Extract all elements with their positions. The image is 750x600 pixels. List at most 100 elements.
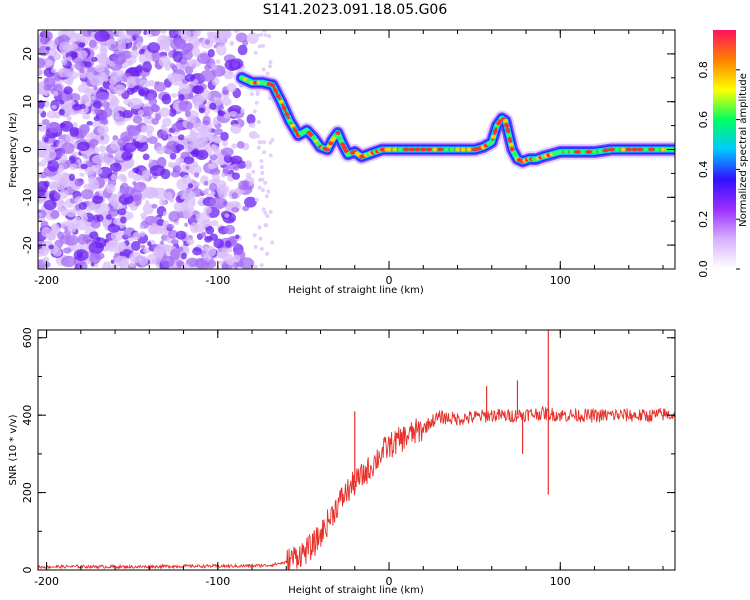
noise-blob [204, 187, 210, 192]
ridge-hotspot [637, 147, 643, 152]
noise-blob [192, 247, 203, 256]
noise-blob [38, 212, 43, 218]
noise-blob [38, 81, 45, 87]
noise-blob [43, 180, 50, 188]
noise-blob [76, 159, 81, 164]
noise-blob [224, 224, 236, 235]
noise-blob [248, 122, 256, 128]
ridge-hotspot [580, 149, 586, 154]
noise-blob [131, 240, 141, 251]
noise-blob [164, 46, 171, 53]
noise-blob [42, 256, 50, 264]
noise-dot [253, 264, 258, 269]
noise-blob [151, 50, 161, 63]
ridge-hotspot [278, 99, 284, 104]
noise-blob [92, 195, 104, 204]
noise-blob [193, 223, 206, 233]
noise-dot [253, 50, 258, 55]
noise-dot [268, 64, 273, 69]
noise-blob [99, 72, 106, 79]
ridge-hotspot [505, 128, 511, 133]
noise-blob [187, 183, 194, 189]
noise-blob [182, 208, 192, 220]
noise-blob [168, 30, 179, 39]
noise-blob [143, 30, 148, 36]
noise-blob [226, 82, 237, 93]
noise-blob [215, 59, 221, 64]
noise-blob [246, 32, 259, 45]
noise-blob [57, 231, 65, 240]
noise-blob [210, 220, 219, 226]
noise-blob [43, 199, 57, 211]
noise-blob [151, 203, 158, 209]
noise-blob [161, 244, 174, 253]
noise-blob [116, 241, 127, 251]
snr-line [38, 406, 675, 570]
noise-dot [256, 119, 261, 124]
noise-blob [210, 190, 216, 196]
noise-blob [100, 135, 105, 140]
noise-blob [43, 136, 49, 143]
spectrogram-ytick-label: -10 [21, 188, 34, 206]
spectrogram-ytick-label: 10 [21, 95, 34, 109]
noise-blob [184, 222, 188, 227]
noise-blob [108, 84, 114, 90]
spectrogram-ytick-label: 0 [21, 146, 34, 153]
noise-blob [77, 50, 88, 59]
noise-blob [114, 255, 129, 267]
noise-blob [69, 127, 80, 138]
noise-blob [219, 185, 226, 191]
noise-blob [98, 55, 110, 67]
noise-blob [158, 55, 171, 67]
noise-blob [78, 134, 85, 139]
noise-blob [132, 115, 143, 124]
noise-blob [80, 163, 88, 170]
noise-blob [59, 189, 69, 199]
spectrogram-ytick-label: -20 [21, 236, 34, 254]
noise-blob [221, 97, 232, 107]
noise-blob [77, 261, 88, 269]
ridge-hotspot [626, 147, 632, 152]
noise-blob [141, 106, 154, 116]
ridge-hotspot [507, 137, 513, 142]
noise-blob [59, 172, 71, 184]
noise-blob [202, 115, 211, 126]
snr-ytick-label: 200 [21, 482, 34, 503]
noise-blob [89, 231, 99, 240]
noise-blob [230, 155, 243, 165]
noise-blob [238, 180, 248, 191]
noise-blob [64, 234, 79, 246]
noise-dot [263, 210, 268, 215]
noise-blob [87, 176, 97, 183]
noise-blob [213, 238, 224, 249]
noise-blob [182, 174, 192, 184]
noise-dot [259, 263, 264, 268]
noise-blob [211, 144, 220, 152]
noise-blob [233, 262, 239, 269]
noise-dot [266, 189, 271, 194]
noise-blob [75, 219, 91, 231]
noise-blob [222, 166, 230, 174]
noise-blob [184, 48, 189, 55]
noise-blob [109, 162, 122, 172]
noise-blob [231, 206, 240, 213]
colorbar-tick-label: 0.0 [697, 260, 710, 278]
noise-blob [74, 61, 85, 71]
noise-blob [40, 36, 49, 45]
noise-blob [148, 97, 158, 106]
noise-blob [140, 212, 148, 219]
colorbar-gradient [713, 30, 736, 269]
noise-blob [133, 181, 147, 193]
noise-blob [92, 100, 103, 109]
ridge-hotspot [270, 82, 276, 87]
noise-blob [198, 107, 205, 114]
noise-blob [227, 71, 233, 76]
noise-blob [232, 172, 240, 180]
noise-blob [128, 97, 143, 109]
noise-blob [55, 150, 63, 158]
ridge-hotspot [252, 80, 258, 85]
ridge-hotspot [284, 112, 290, 117]
noise-dot [252, 109, 257, 114]
ridge-hotspot [614, 147, 620, 152]
noise-blob [137, 109, 144, 117]
